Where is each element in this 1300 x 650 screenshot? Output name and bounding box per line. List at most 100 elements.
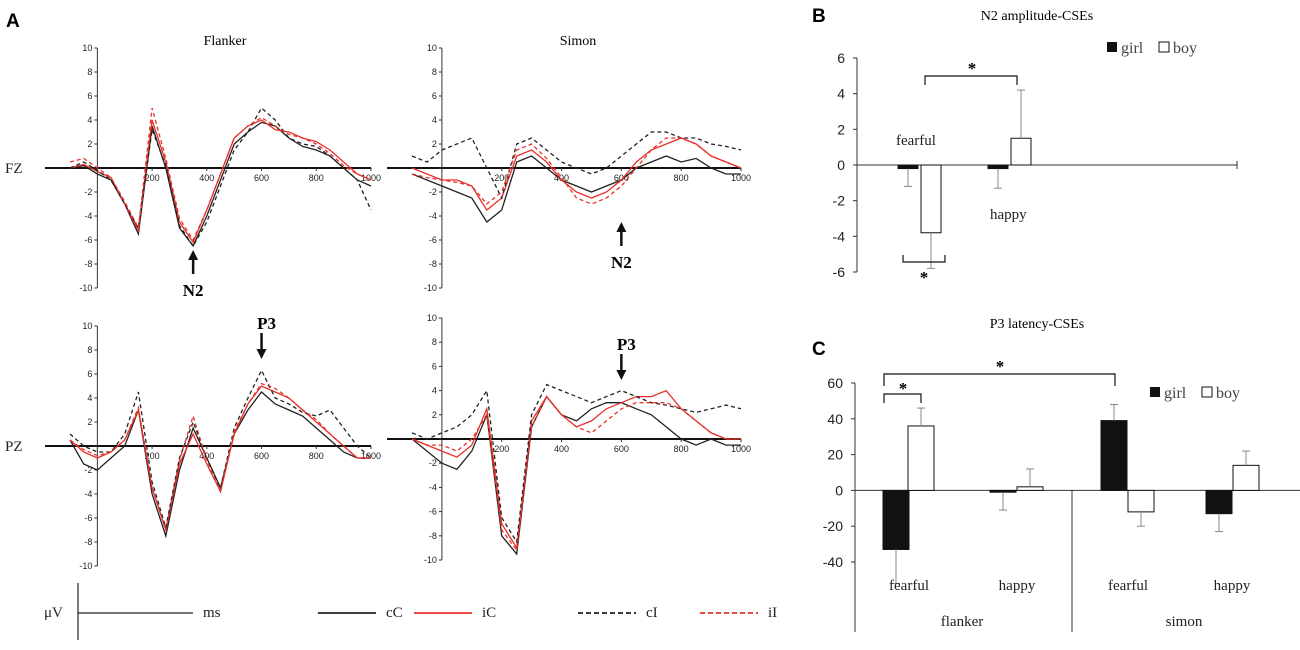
erp-plot-pz-simon: 10 8 6 4 2 -2 -4 -6 -8 -10 200 400 600 800 1000 P3	[387, 313, 751, 565]
y-tick-label: 2	[837, 121, 845, 137]
y-tick-label: -2	[429, 458, 437, 468]
y-tick-label: -6	[429, 507, 437, 517]
y-tick-label: 4	[432, 386, 437, 396]
erp-plot-fz-flanker: 10 8 6 4 2 -2 -4 -6 -8 -10 200 400 600 800 1000 Flanker…	[5, 34, 381, 300]
category-label: happy	[1214, 578, 1251, 594]
erp-plot-fz-simon: 10 8 6 4 2 -2 -4 -6 -8 -10 200 400 600 800 1000 Simon N2	[387, 34, 751, 293]
x-tick-label: 600	[614, 173, 629, 183]
y-tick-label: 8	[87, 67, 92, 77]
significance-bracket	[902, 255, 946, 263]
erp-legend: μV ms cC iC cI iI	[44, 583, 777, 640]
bar-girl-0	[882, 489, 910, 550]
x-tick-label: 200	[494, 444, 509, 454]
bar-boy-1	[1016, 486, 1044, 491]
category-label: happy	[999, 578, 1036, 594]
annotation-arrowhead	[256, 349, 267, 359]
y-tick-label: -10	[424, 283, 437, 293]
y-tick-label: 10	[427, 43, 437, 53]
x-tick-label: 400	[554, 173, 569, 183]
y-tick-label: -8	[84, 259, 92, 269]
y-tick-label: 0	[835, 482, 843, 498]
y-tick-label: -20	[823, 518, 843, 534]
y-tick-label: -4	[833, 228, 846, 244]
x-tick-label: 400	[199, 173, 214, 183]
y-tick-label: -4	[429, 482, 437, 492]
legend-label-girl: girl	[1164, 385, 1187, 402]
significance-bracket	[883, 393, 922, 403]
series-iC	[69, 385, 371, 533]
y-tick-label: 6	[87, 369, 92, 379]
legend-label-boy: boy	[1173, 40, 1197, 57]
significance-star: *	[899, 379, 908, 398]
y-tick-label: -2	[429, 187, 437, 197]
x-tick-label: 1000	[361, 451, 381, 461]
bar-boy-0	[907, 425, 935, 491]
bar-boy-fearful	[920, 164, 942, 234]
x-tick-label: 400	[554, 444, 569, 454]
legend-label-boy: boy	[1216, 385, 1240, 402]
bar-girl-2	[1100, 420, 1128, 491]
y-tick-label: -8	[84, 537, 92, 547]
legend-swatch-boy	[1201, 386, 1213, 398]
y-tick-label: -4	[84, 489, 92, 499]
erp-plot-pz-flanker: 10 8 6 4 2 -2 -4 -6 -8 -10 200 400 600 800 1000 PZ P3	[5, 314, 381, 571]
x-tick-label: 600	[254, 173, 269, 183]
y-tick-label: -40	[823, 554, 843, 570]
annotation-label: P3	[617, 335, 636, 354]
x-tick-label: 1000	[731, 173, 751, 183]
electrode-label: PZ	[5, 439, 23, 455]
bar-boy-3	[1232, 464, 1260, 491]
legend-label-iI: iI	[768, 605, 777, 621]
y-tick-label: -6	[84, 513, 92, 523]
legend-unit-voltage: μV	[44, 605, 63, 621]
bar-boy-2	[1127, 489, 1155, 513]
y-tick-label: 2	[432, 410, 437, 420]
series-iI	[411, 395, 741, 553]
significance-bracket	[924, 75, 1018, 85]
annotation-label: N2	[611, 253, 632, 272]
y-tick-label: 6	[87, 91, 92, 101]
x-tick-label: 800	[309, 451, 324, 461]
y-tick-label: 8	[87, 345, 92, 355]
y-tick-label: -8	[429, 531, 437, 541]
series-iC	[411, 137, 742, 211]
significance-bracket	[883, 373, 1116, 386]
y-tick-label: 6	[432, 361, 437, 371]
n2-amplitude-chart: N2 amplitude-CSEs 6 4 2 0 -2 -4 -6 fearful happy *…	[833, 9, 1238, 287]
panel-label-c: C	[812, 339, 826, 360]
legend-label-girl: girl	[1121, 40, 1144, 57]
category-label: fearful	[889, 578, 929, 594]
x-tick-label: 200	[494, 173, 509, 183]
significance-star: *	[920, 268, 929, 287]
chart-title: Flanker	[204, 34, 247, 49]
series-cC	[69, 391, 371, 539]
group-label: flanker	[941, 614, 983, 630]
y-tick-label: 2	[432, 139, 437, 149]
y-tick-label: 8	[432, 337, 437, 347]
annotation-arrowhead	[616, 370, 627, 380]
series-cI	[411, 383, 742, 544]
y-tick-label: 0	[837, 157, 845, 173]
x-tick-label: 800	[674, 173, 689, 183]
y-tick-label: -8	[429, 259, 437, 269]
series-iI	[411, 137, 742, 205]
series-iC	[411, 389, 741, 550]
y-tick-label: -2	[833, 193, 846, 209]
category-label-happy: happy	[990, 207, 1027, 223]
legend-label-cC: cC	[386, 605, 403, 621]
y-tick-label: 60	[827, 375, 843, 391]
bar-girl-fearful	[897, 164, 919, 170]
group-label: simon	[1166, 614, 1203, 630]
y-tick-label: 4	[432, 115, 437, 125]
y-tick-label: -6	[833, 264, 846, 280]
y-tick-label: -2	[84, 465, 92, 475]
significance-star: *	[996, 357, 1005, 376]
y-tick-label: -6	[429, 235, 437, 245]
y-tick-label: 20	[827, 447, 843, 463]
y-tick-label: -10	[79, 561, 92, 571]
y-tick-label: 2	[87, 139, 92, 149]
significance-star: *	[968, 59, 977, 78]
series-iI	[69, 107, 372, 242]
y-tick-label: -6	[84, 235, 92, 245]
